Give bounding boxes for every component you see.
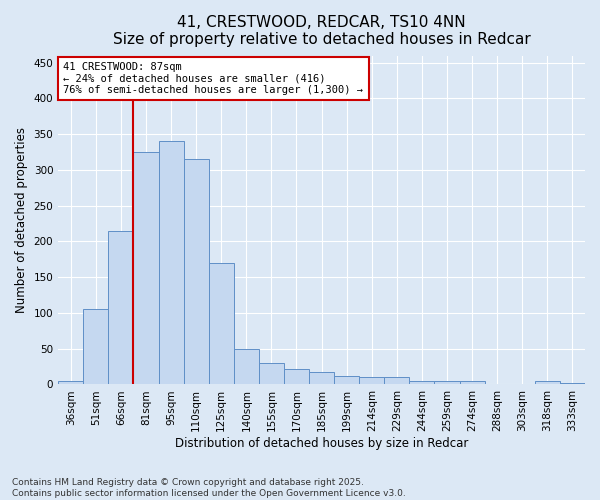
Bar [133, 152, 158, 384]
Bar [409, 381, 434, 384]
Text: 41 CRESTWOOD: 87sqm
← 24% of detached houses are smaller (416)
76% of semi-detac: 41 CRESTWOOD: 87sqm ← 24% of detached ho… [64, 62, 364, 96]
Y-axis label: Number of detached properties: Number of detached properties [15, 127, 28, 313]
Text: Contains HM Land Registry data © Crown copyright and database right 2025.
Contai: Contains HM Land Registry data © Crown c… [12, 478, 406, 498]
Bar [334, 376, 359, 384]
Title: 41, CRESTWOOD, REDCAR, TS10 4NN
Size of property relative to detached houses in : 41, CRESTWOOD, REDCAR, TS10 4NN Size of … [113, 15, 530, 48]
Bar [259, 363, 284, 384]
Bar [109, 230, 133, 384]
Bar [560, 383, 585, 384]
Bar [58, 381, 83, 384]
Bar [284, 368, 309, 384]
Bar [385, 378, 409, 384]
Bar [83, 310, 109, 384]
Bar [309, 372, 334, 384]
Bar [184, 159, 209, 384]
Bar [460, 381, 485, 384]
Bar [359, 378, 385, 384]
Bar [158, 142, 184, 384]
Bar [209, 263, 234, 384]
Bar [535, 381, 560, 384]
Bar [434, 381, 460, 384]
Bar [234, 348, 259, 384]
X-axis label: Distribution of detached houses by size in Redcar: Distribution of detached houses by size … [175, 437, 468, 450]
